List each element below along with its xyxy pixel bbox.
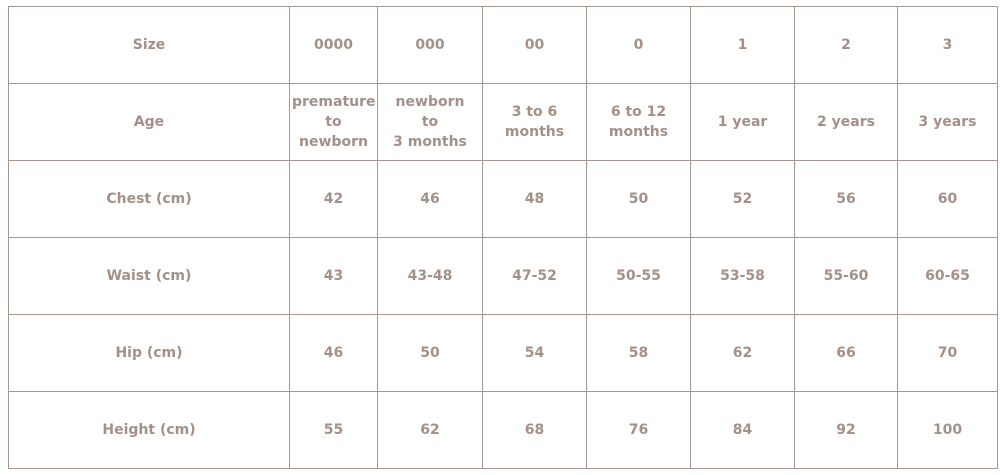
table-row: Waist (cm) 43 43-48 47-52 50-55 53-58 55-60 60-… — [8, 237, 998, 315]
table-cell: 55-60 — [794, 237, 898, 315]
table-cell: 3 — [897, 6, 998, 84]
table-cell: 2 years — [794, 83, 898, 161]
table-cell: newborn to 3 months — [377, 83, 483, 161]
row-label: Age — [8, 83, 290, 161]
table-cell: 50-55 — [586, 237, 691, 315]
row-label: Chest (cm) — [8, 160, 290, 238]
table-cell: 62 — [377, 391, 483, 469]
table-cell: 76 — [586, 391, 691, 469]
table-cell: 0000 — [289, 6, 378, 84]
table-cell: 43-48 — [377, 237, 483, 315]
table-cell: 50 — [377, 314, 483, 392]
size-chart-body: Size 0000 000 00 0 1 2 3 Age premature to newborn… — [8, 6, 998, 469]
row-label: Height (cm) — [8, 391, 290, 469]
row-label: Hip (cm) — [8, 314, 290, 392]
table-cell: 0 — [586, 6, 691, 84]
size-chart-table: Size 0000 000 00 0 1 2 3 Age premature to newborn… — [8, 6, 998, 469]
table-cell: 48 — [482, 160, 587, 238]
row-label: Size — [8, 6, 290, 84]
table-cell: 42 — [289, 160, 378, 238]
table-cell: 54 — [482, 314, 587, 392]
table-cell: 00 — [482, 6, 587, 84]
table-cell: 46 — [289, 314, 378, 392]
table-cell: 3 to 6 months — [482, 83, 587, 161]
table-cell: 43 — [289, 237, 378, 315]
table-cell: 68 — [482, 391, 587, 469]
table-cell: 100 — [897, 391, 998, 469]
table-cell: 6 to 12 months — [586, 83, 691, 161]
table-cell: 2 — [794, 6, 898, 84]
table-cell: 53-58 — [690, 237, 795, 315]
table-cell: 3 years — [897, 83, 998, 161]
table-cell: 1 year — [690, 83, 795, 161]
table-row: Chest (cm) 42 46 48 50 52 56 60 — [8, 160, 998, 238]
table-cell: 60-65 — [897, 237, 998, 315]
table-cell: 62 — [690, 314, 795, 392]
table-cell: 000 — [377, 6, 483, 84]
table-row: Age premature to newborn newborn to 3 mont… — [8, 83, 998, 161]
table-cell: 52 — [690, 160, 795, 238]
table-row: Size 0000 000 00 0 1 2 3 — [8, 6, 998, 84]
table-cell: 84 — [690, 391, 795, 469]
table-cell: 58 — [586, 314, 691, 392]
table-cell: 70 — [897, 314, 998, 392]
table-row: Height (cm) 55 62 68 76 84 92 100 — [8, 391, 998, 469]
row-label: Waist (cm) — [8, 237, 290, 315]
table-cell: 1 — [690, 6, 795, 84]
table-cell: 92 — [794, 391, 898, 469]
table-row: Hip (cm) 46 50 54 58 62 66 70 — [8, 314, 998, 392]
table-cell: 60 — [897, 160, 998, 238]
table-cell: 46 — [377, 160, 483, 238]
table-cell: 47-52 — [482, 237, 587, 315]
table-cell: 56 — [794, 160, 898, 238]
table-cell: 66 — [794, 314, 898, 392]
table-cell: premature to newborn — [289, 83, 378, 161]
table-cell: 50 — [586, 160, 691, 238]
table-cell: 55 — [289, 391, 378, 469]
